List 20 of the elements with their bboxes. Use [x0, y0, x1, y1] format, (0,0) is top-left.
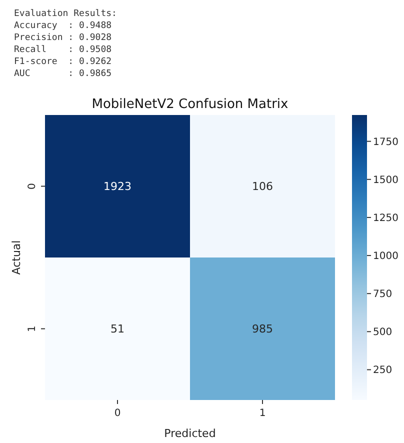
text: Accuracy : 0.9488: [14, 21, 112, 31]
text: Evaluation Results:: [14, 9, 117, 19]
text: AUC : 0.9865: [14, 69, 112, 79]
x-axis-title: Predicted: [164, 427, 216, 440]
color-bar-label: 1500: [373, 174, 398, 186]
y-axis-title: Actual: [10, 240, 23, 275]
text: Recall : 0.9508: [14, 45, 112, 55]
color-bar-label: 1750: [373, 136, 398, 148]
text: Precision : 0.9028: [14, 33, 112, 43]
color-bar-label: 1250: [373, 212, 398, 224]
color-bar-label: 500: [373, 327, 392, 338]
data-label: 1923: [104, 180, 132, 194]
color-bar-label: 750: [373, 289, 392, 300]
text: F1-score : 0.9262: [14, 57, 112, 67]
color-bar-label: 250: [373, 365, 392, 376]
data-label: 106: [252, 180, 273, 194]
data-label: 985: [252, 322, 273, 336]
chart-title: MobileNetV2 Confusion Matrix: [92, 97, 289, 112]
color-bar-label: 1000: [373, 251, 398, 262]
data-label: 51: [110, 322, 124, 336]
